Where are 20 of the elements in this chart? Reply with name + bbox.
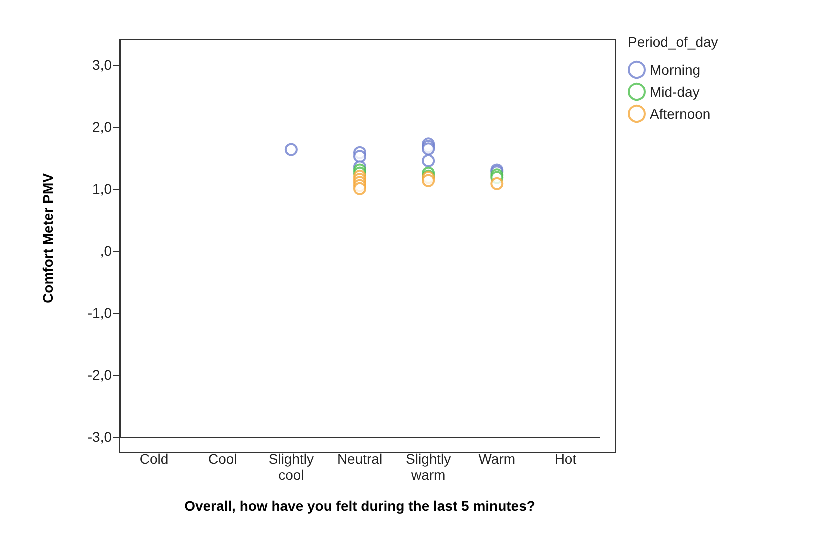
x-tick-label: Slightly cool: [268, 451, 314, 483]
y-tick-label: -2,0: [88, 366, 112, 383]
x-tick-label: Cold: [140, 451, 169, 467]
x-tick-label: Warm: [478, 451, 516, 467]
y-tick-label: 1,0: [92, 180, 112, 197]
x-tick-label: Hot: [554, 451, 577, 467]
y-axis-title: Comfort Meter PMV: [40, 172, 56, 304]
x-tick-label: Cool: [208, 451, 238, 467]
x-tick-label: Slightly warm: [406, 451, 452, 483]
y-tick-label: ,0: [100, 242, 112, 259]
y-tick-label: -3,0: [88, 429, 112, 445]
legend-title: Period_of_day: [628, 34, 718, 50]
y-tick-label: 3,0: [92, 56, 112, 73]
y-tick-label: -1,0: [88, 304, 112, 321]
legend-label: Afternoon: [650, 106, 711, 122]
x-tick-label: Neutral: [337, 451, 383, 467]
legend-label: Mid-day: [650, 84, 700, 100]
x-axis-title: Overall, how have you felt during the last 5 minutes?: [184, 498, 536, 514]
legend-label: Morning: [650, 62, 701, 78]
y-tick-label: 2,0: [92, 118, 112, 135]
